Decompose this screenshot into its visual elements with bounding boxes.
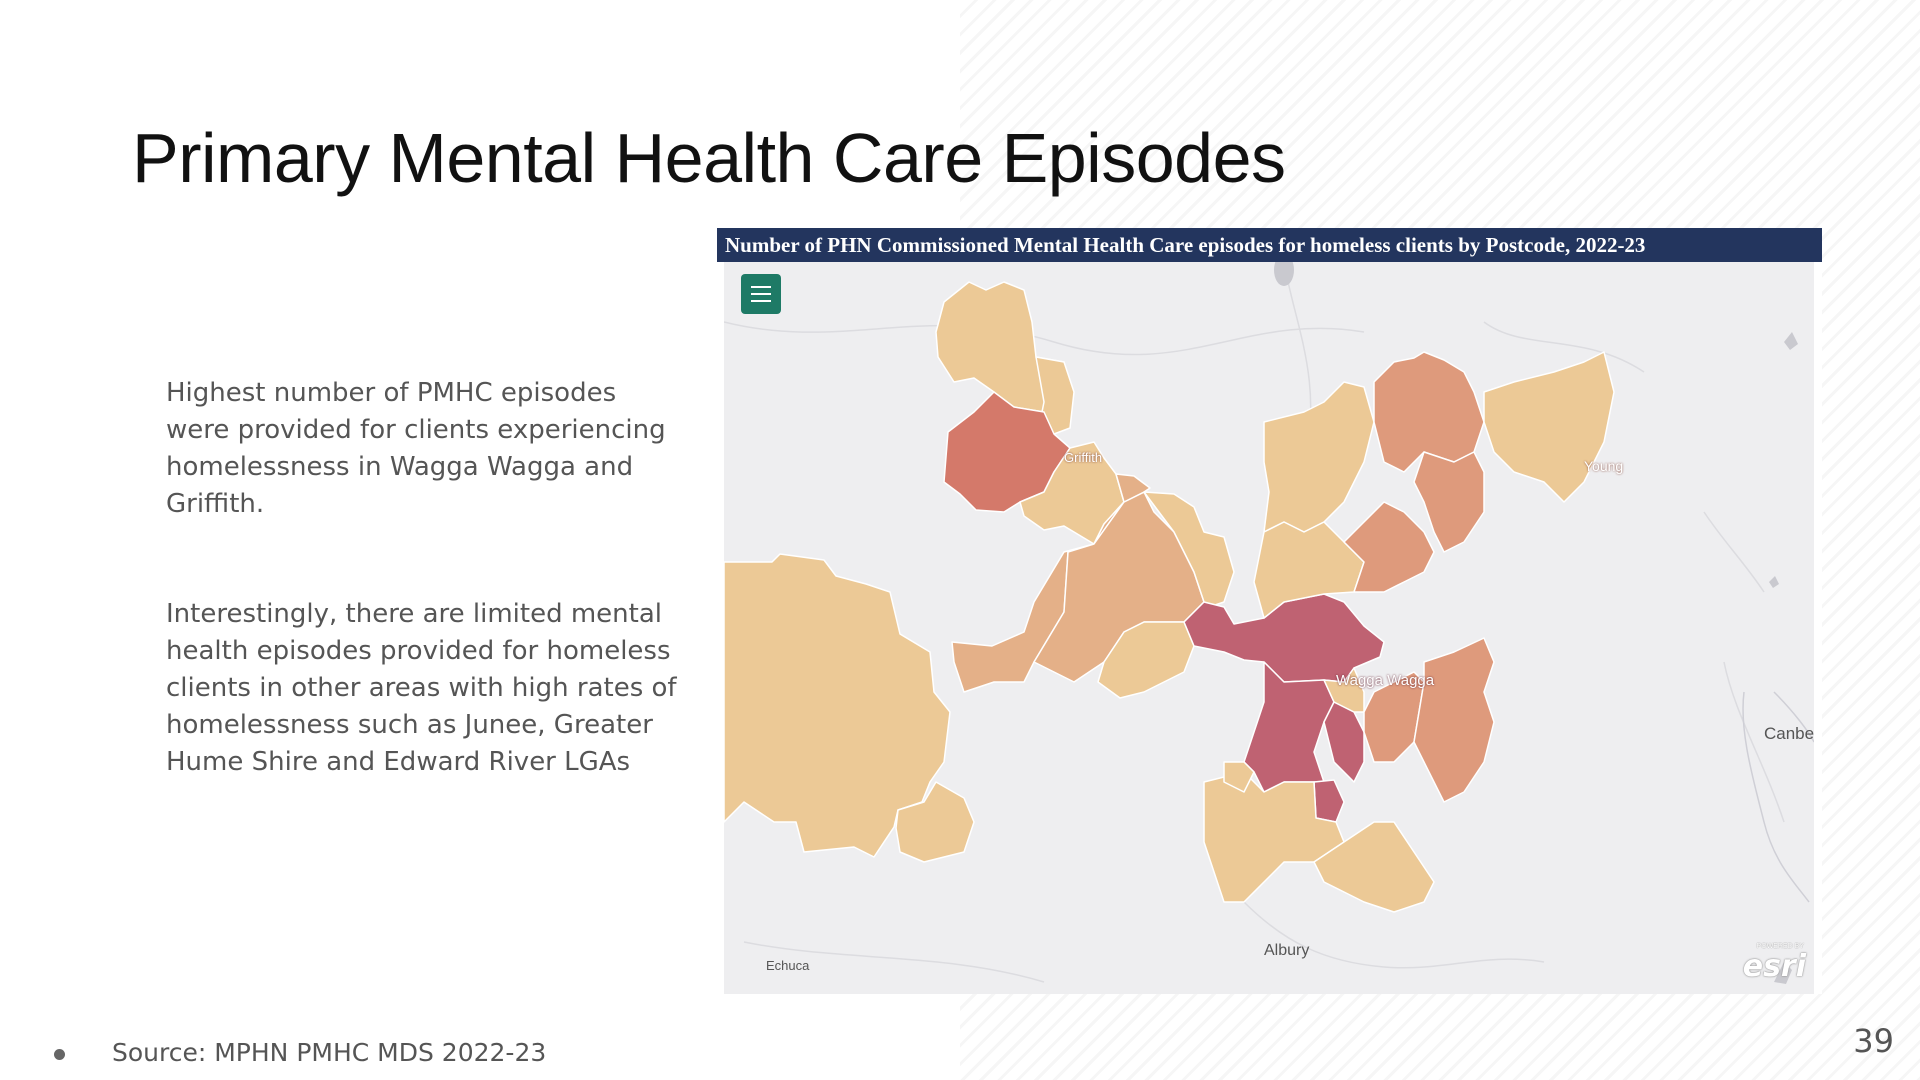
map-canvas[interactable]: Griffith Young Wagga Wagga Canbe Albury … bbox=[724, 262, 1814, 994]
region-albury-east bbox=[1313, 821, 1435, 913]
menu-line bbox=[751, 286, 771, 288]
paragraph-limited-episodes: Interestingly, there are limited mental … bbox=[166, 599, 677, 777]
region-central-south bbox=[1097, 621, 1195, 699]
region-south-east-large bbox=[1413, 637, 1495, 803]
label-young: Young bbox=[1584, 458, 1624, 474]
postcode-regions bbox=[724, 281, 1615, 913]
region-young-west bbox=[1343, 501, 1435, 593]
paragraph-highest-episodes: Highest number of PMHC episodes were pro… bbox=[166, 378, 666, 519]
region-west-wagga-small bbox=[1223, 761, 1255, 793]
region-far-west bbox=[724, 553, 951, 858]
choropleth-map bbox=[724, 262, 1814, 984]
region-south-east-2 bbox=[1363, 671, 1425, 763]
basemap-border bbox=[1742, 691, 1814, 903]
menu-line bbox=[751, 300, 771, 302]
hamburger-menu-icon[interactable] bbox=[741, 274, 781, 314]
label-wagga-wagga: Wagga Wagga bbox=[1336, 672, 1435, 689]
map-frame: Number of PHN Commissioned Mental Health… bbox=[717, 228, 1822, 994]
region-wagga-south bbox=[1243, 661, 1335, 793]
region-north-east bbox=[1483, 351, 1615, 503]
region-wagga-south-small bbox=[1313, 779, 1345, 823]
basemap-water bbox=[1274, 262, 1798, 984]
region-south-west bbox=[895, 781, 975, 863]
region-wagga-east-strip bbox=[1323, 701, 1365, 783]
region-young-south bbox=[1413, 451, 1485, 553]
label-echuca: Echuca bbox=[766, 958, 810, 973]
label-griffith: Griffith bbox=[1064, 450, 1103, 465]
menu-line bbox=[751, 293, 771, 295]
region-south-east-1 bbox=[1323, 667, 1365, 713]
map-title: Number of PHN Commissioned Mental Health… bbox=[717, 228, 1822, 262]
region-central-small bbox=[1115, 473, 1151, 503]
slide-title: Primary Mental Health Care Episodes bbox=[132, 119, 1286, 197]
region-central-east bbox=[1143, 491, 1235, 609]
page-number: 39 bbox=[1853, 1022, 1894, 1060]
label-albury: Albury bbox=[1264, 942, 1310, 959]
esri-logo[interactable]: esri bbox=[1742, 949, 1806, 984]
basemap-lines bbox=[724, 262, 1785, 983]
source-bullet bbox=[54, 1049, 65, 1060]
source-note: Source: MPHN PMHC MDS 2022-23 bbox=[112, 1038, 547, 1067]
region-north-wagga bbox=[1263, 381, 1375, 533]
label-canberra: Canbe bbox=[1764, 724, 1814, 743]
esri-powered-by: POWERED BY bbox=[1756, 943, 1804, 950]
